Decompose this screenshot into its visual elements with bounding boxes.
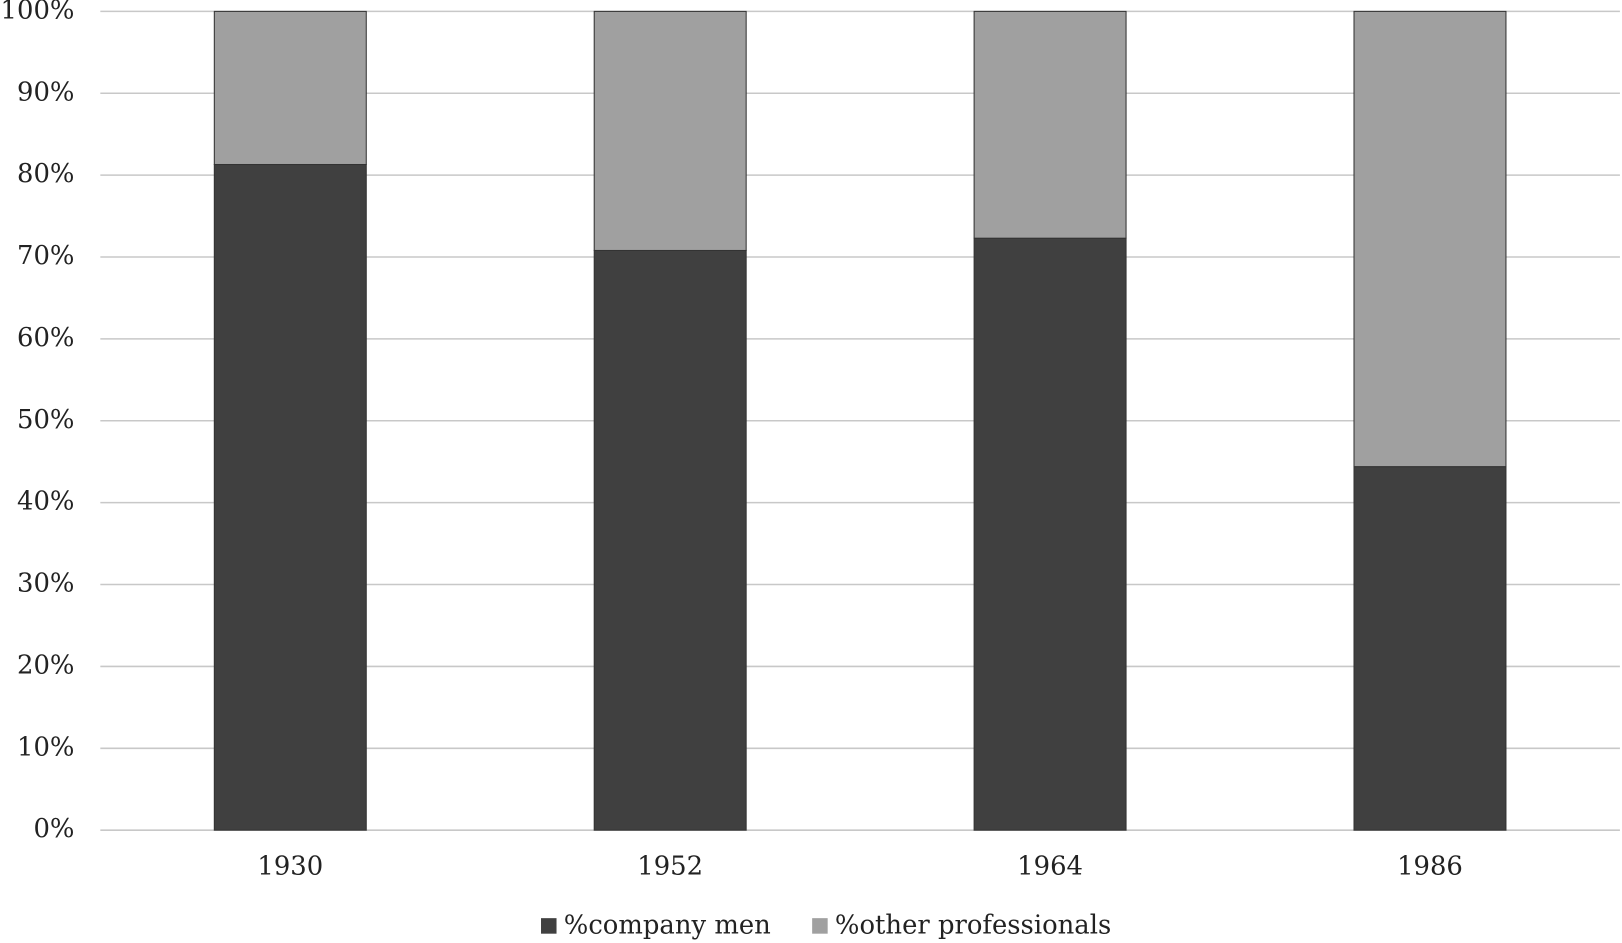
bar-segment — [593, 10, 747, 251]
bar-segment — [593, 249, 747, 831]
y-tick-label: 0% — [33, 814, 74, 844]
bar-segment — [1353, 466, 1507, 831]
bar-segment — [973, 237, 1127, 831]
x-tick-label: 1986 — [1397, 851, 1463, 881]
legend-swatch — [812, 918, 828, 934]
y-tick-label: 70% — [17, 241, 74, 271]
legend-label: %other professionals — [835, 910, 1111, 940]
y-tick-label: 20% — [17, 650, 74, 680]
y-tick-label: 40% — [17, 487, 74, 517]
x-tick-label: 1930 — [257, 851, 323, 881]
bar-segment — [213, 10, 367, 166]
x-tick-label: 1964 — [1017, 851, 1083, 881]
bar-segment — [1353, 10, 1507, 468]
y-tick-label: 50% — [17, 405, 74, 435]
y-tick-label: 30% — [17, 569, 74, 599]
y-tick-label: 90% — [17, 77, 74, 107]
x-tick-label: 1952 — [637, 851, 703, 881]
y-tick-label: 80% — [17, 159, 74, 189]
y-tick-label: 100% — [1, 0, 75, 25]
y-tick-label: 10% — [17, 732, 74, 762]
y-tick-label: 60% — [17, 323, 74, 353]
bar-segment — [973, 10, 1127, 239]
legend-swatch — [541, 918, 557, 934]
bar-segment — [213, 163, 367, 831]
legend-label: %company men — [564, 910, 771, 940]
